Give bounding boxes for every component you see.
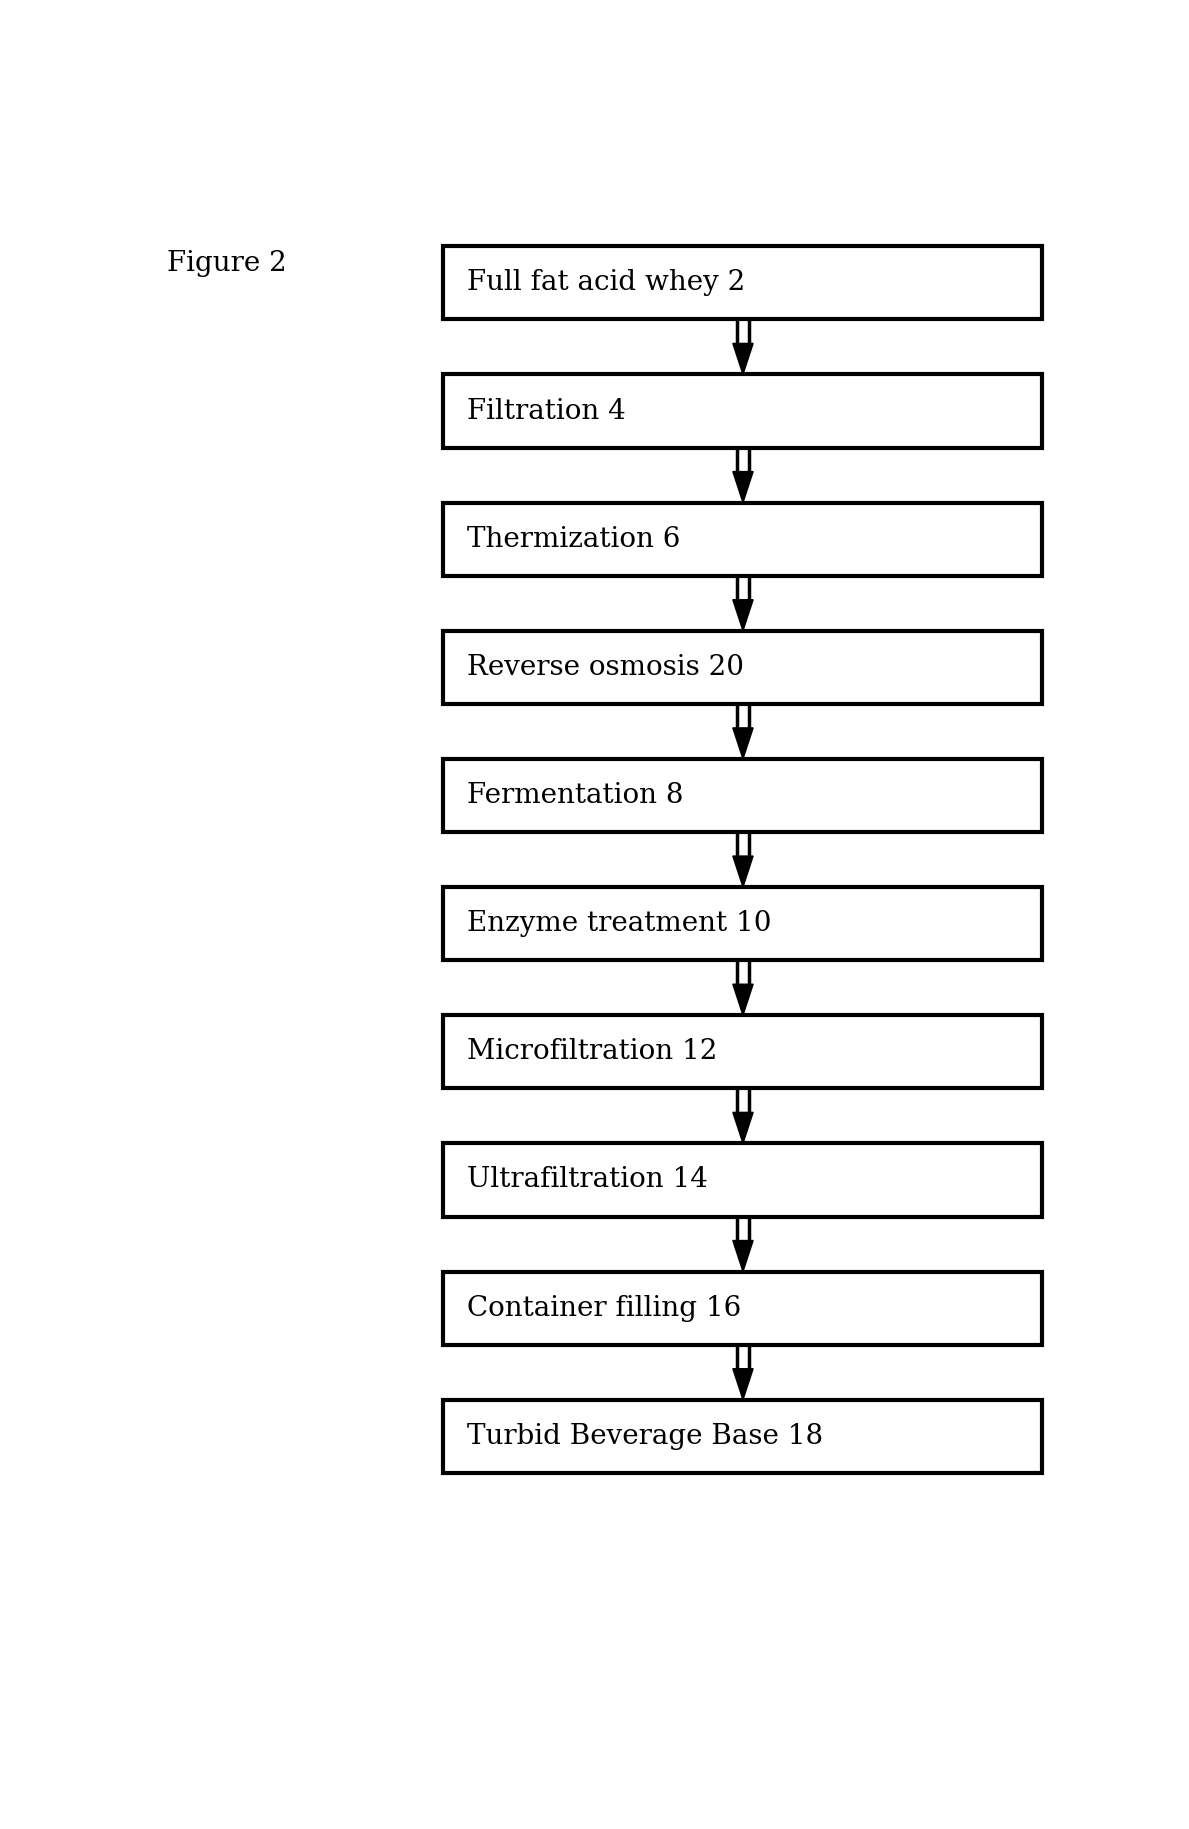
Text: Microfiltration 12: Microfiltration 12 bbox=[466, 1039, 717, 1064]
Bar bbox=[443, 503, 1043, 576]
Bar bbox=[443, 631, 1043, 704]
Polygon shape bbox=[732, 1112, 753, 1143]
Polygon shape bbox=[732, 984, 753, 1015]
Polygon shape bbox=[732, 1240, 753, 1271]
Bar bbox=[443, 887, 1043, 960]
Text: Thermization 6: Thermization 6 bbox=[466, 525, 680, 552]
Text: Full fat acid whey 2: Full fat acid whey 2 bbox=[466, 269, 744, 296]
Text: Filtration 4: Filtration 4 bbox=[466, 397, 625, 424]
Text: Reverse osmosis 20: Reverse osmosis 20 bbox=[466, 653, 743, 680]
Text: Turbid Beverage Base 18: Turbid Beverage Base 18 bbox=[466, 1423, 823, 1450]
Text: Container filling 16: Container filling 16 bbox=[466, 1295, 741, 1322]
Bar bbox=[443, 1271, 1043, 1344]
Bar bbox=[443, 247, 1043, 320]
Bar bbox=[443, 1399, 1043, 1472]
Polygon shape bbox=[732, 1368, 753, 1399]
Polygon shape bbox=[732, 728, 753, 759]
Text: Figure 2: Figure 2 bbox=[166, 251, 287, 278]
Polygon shape bbox=[732, 472, 753, 503]
Polygon shape bbox=[732, 856, 753, 887]
Bar bbox=[443, 1143, 1043, 1216]
Polygon shape bbox=[732, 344, 753, 375]
Bar bbox=[443, 1015, 1043, 1088]
Bar bbox=[443, 759, 1043, 832]
Bar bbox=[443, 375, 1043, 448]
Polygon shape bbox=[732, 600, 753, 631]
Text: Enzyme treatment 10: Enzyme treatment 10 bbox=[466, 911, 770, 936]
Text: Ultrafiltration 14: Ultrafiltration 14 bbox=[466, 1167, 707, 1194]
Text: Fermentation 8: Fermentation 8 bbox=[466, 783, 682, 808]
